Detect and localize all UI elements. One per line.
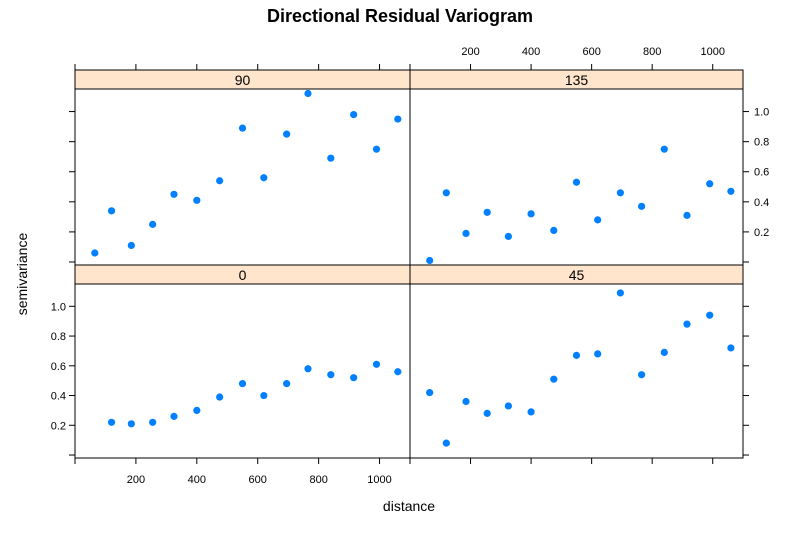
panel-frame-135: [409, 69, 744, 266]
data-point: [616, 289, 624, 297]
data-point: [594, 350, 602, 358]
panel-frame-0: [74, 264, 411, 459]
panel-135: 135 200 400 600 800 1000 0.2 0.4 0.6 0.8 1.0: [409, 46, 769, 266]
data-point: [394, 368, 402, 376]
data-point: [283, 380, 291, 388]
x-axis-label: distance: [383, 498, 435, 514]
data-point: [572, 178, 581, 186]
data-point: [127, 420, 135, 428]
data-point: [706, 311, 714, 319]
strip-label-0: 0: [239, 267, 247, 283]
data-point: [426, 256, 434, 265]
data-point: [504, 232, 512, 241]
y-axis-label: semivariance: [14, 233, 30, 316]
data-point: [149, 220, 157, 228]
panel-frame-90: [74, 69, 411, 266]
y-tick-label-right: 1.0: [754, 107, 769, 119]
data-point: [637, 202, 646, 210]
data-point: [238, 380, 247, 388]
strip-label-45: 45: [569, 267, 585, 283]
data-point: [216, 393, 224, 401]
data-point: [462, 229, 470, 238]
data-point: [572, 351, 581, 359]
data-point: [304, 89, 312, 98]
data-point: [706, 180, 714, 188]
x-tick-label: 600: [249, 474, 267, 486]
y-tick-label: 0.2: [51, 420, 66, 432]
data-point: [107, 207, 116, 215]
data-point: [350, 110, 358, 119]
data-point: [660, 145, 668, 153]
y-tick-label: 0.8: [51, 331, 66, 343]
data-point: [660, 348, 668, 357]
x-tick-label-top: 1000: [700, 46, 724, 58]
x-tick-label-top: 400: [522, 46, 540, 58]
x-tick-label: 800: [309, 474, 327, 486]
data-point: [372, 360, 381, 368]
data-point: [260, 174, 268, 182]
y-tick-label-right: 0.6: [754, 167, 769, 179]
data-point: [127, 241, 135, 250]
data-point: [483, 208, 491, 216]
data-point: [283, 130, 291, 138]
data-point: [216, 177, 224, 185]
y-tick-label: 1.0: [51, 301, 66, 313]
data-point: [637, 371, 646, 379]
data-point: [483, 409, 491, 417]
data-point: [527, 408, 535, 416]
data-point: [327, 154, 335, 162]
panel-frame-45: [409, 264, 744, 459]
data-point: [727, 187, 735, 195]
data-point: [304, 365, 312, 373]
data-point: [550, 226, 558, 235]
data-point: [238, 124, 247, 132]
data-point: [107, 418, 116, 426]
data-point: [462, 397, 470, 406]
data-point: [504, 402, 512, 410]
data-point: [170, 190, 178, 198]
data-point: [727, 344, 735, 352]
y-tick-label-right: 0.2: [754, 227, 769, 239]
data-point: [616, 189, 624, 197]
panel-90: 90: [69, 64, 411, 266]
data-point: [193, 196, 201, 204]
panel-45: 45: [409, 264, 749, 464]
panels-layer: 90 135 200 400 600 800 1000 0.2 0.4 0.6 0.8 1.0 0 200…: [51, 46, 770, 486]
data-point: [372, 145, 381, 153]
data-point: [91, 249, 99, 257]
data-point: [193, 406, 201, 415]
data-point: [594, 216, 602, 224]
strip-label-90: 90: [235, 72, 251, 88]
y-tick-label: 0.6: [51, 361, 66, 373]
data-point: [527, 210, 535, 218]
y-tick-label: 0.4: [51, 391, 66, 403]
x-tick-label: 400: [188, 474, 206, 486]
y-tick-label-right: 0.8: [754, 137, 769, 149]
strip-label-135: 135: [565, 72, 589, 88]
x-tick-label: 200: [127, 474, 145, 486]
data-point: [170, 412, 178, 420]
data-point: [442, 189, 450, 197]
x-tick-label-top: 200: [461, 46, 479, 58]
data-point: [260, 391, 268, 400]
panel-0: 0 200 400 600 800 1000 0.2 0.4 0.6 0.8 1.0: [51, 264, 411, 486]
data-point: [683, 320, 691, 328]
chart-title: Directional Residual Variogram: [267, 6, 533, 26]
data-point: [426, 388, 434, 397]
x-tick-label: 1000: [367, 474, 391, 486]
data-point: [550, 375, 558, 383]
data-point: [394, 115, 402, 123]
data-point: [683, 211, 691, 219]
x-tick-label-top: 800: [643, 46, 661, 58]
data-point: [350, 374, 358, 382]
data-point: [327, 371, 335, 379]
data-point: [149, 418, 157, 426]
y-tick-label-right: 0.4: [754, 197, 769, 209]
data-point: [442, 439, 450, 447]
x-tick-label-top: 600: [582, 46, 600, 58]
